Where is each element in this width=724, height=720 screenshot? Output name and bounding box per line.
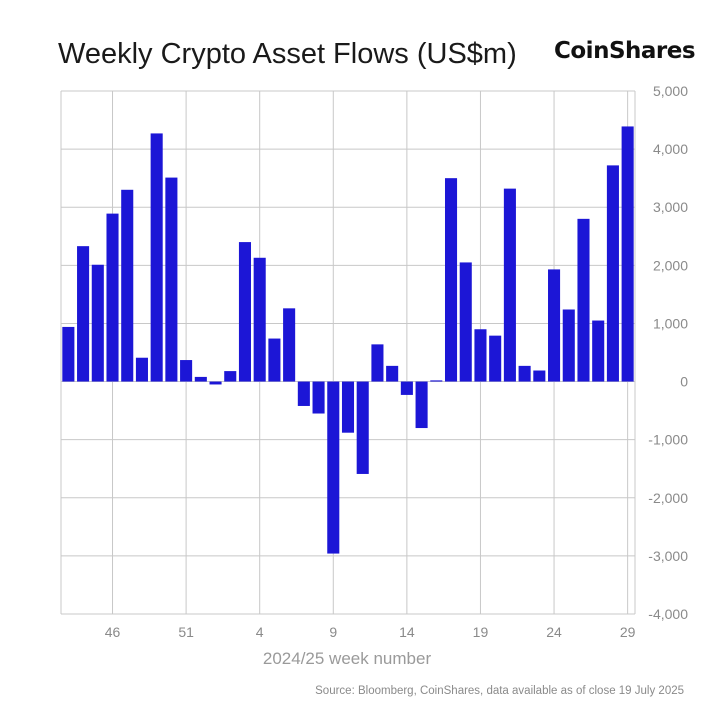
bar-week-44 [77, 246, 90, 382]
y-tick-label: 2,000 [653, 257, 688, 273]
bar-week-2 [224, 371, 237, 382]
chart-title: Weekly Crypto Asset Flows (US$m) [58, 38, 517, 70]
bar-week-9 [327, 381, 340, 554]
bar-week-19 [474, 329, 487, 382]
x-tick-label: 46 [105, 624, 121, 640]
bar-week-18 [459, 262, 472, 382]
bar-week-43 [62, 326, 75, 382]
x-tick-label: 4 [256, 624, 264, 640]
bar-week-11 [356, 381, 369, 474]
bar-week-4 [253, 257, 266, 382]
y-tick-label: 3,000 [653, 199, 688, 215]
coinshares-logo: CoinShares [554, 38, 696, 64]
x-tick-label: 19 [473, 624, 489, 640]
bar-week-49 [150, 133, 163, 382]
bar-week-24 [548, 269, 561, 382]
bar-week-48 [135, 357, 148, 382]
bar-week-10 [341, 381, 355, 433]
x-tick-label: 24 [546, 624, 562, 640]
y-tick-label: 4,000 [653, 141, 688, 157]
bar-week-20 [489, 335, 502, 382]
bar-week-45 [91, 264, 104, 382]
bar-week-3 [238, 242, 252, 382]
bar-week-17 [444, 178, 458, 382]
y-tick-label: -1,000 [648, 432, 688, 448]
y-tick-label: -4,000 [648, 606, 688, 622]
x-tick-label: 29 [620, 624, 636, 640]
y-tick-label: 0 [680, 374, 688, 390]
bar-week-5 [268, 338, 281, 382]
y-tick-label: -3,000 [648, 548, 688, 564]
bar-week-51 [180, 360, 193, 382]
y-tick-label: 5,000 [653, 83, 688, 99]
bar-week-25 [562, 309, 575, 382]
x-axis-tick-labels: 46 51 4 9 14 19 24 29 [105, 624, 636, 640]
bar-week-14 [400, 381, 413, 395]
bar-week-16 [430, 380, 443, 382]
bar-week-23 [533, 370, 546, 382]
bar-week-8 [312, 381, 325, 414]
source-note: Source: Bloomberg, CoinShares, data avai… [315, 685, 684, 697]
bar-week-6 [283, 308, 296, 382]
bar-series [62, 126, 634, 554]
bar-week-46 [106, 213, 119, 382]
bar-week-50 [165, 177, 178, 382]
bar-week-29 [621, 126, 634, 382]
x-tick-label: 14 [399, 624, 415, 640]
y-axis-tick-labels: -4,000 -3,000 -2,000 -1,000 0 1,000 2,000 3,000… [648, 83, 688, 622]
bar-week-15 [415, 381, 428, 429]
x-tick-label: 51 [178, 624, 194, 640]
y-tick-label: -2,000 [648, 490, 688, 506]
x-axis-title: 2024/25 week number [263, 649, 432, 668]
bar-week-21 [503, 188, 516, 382]
bar-week-28 [606, 165, 619, 382]
bar-week-7 [297, 381, 310, 406]
bar-week-1 [209, 381, 222, 385]
bar-week-22 [518, 365, 531, 382]
bar-week-12 [371, 344, 384, 382]
bar-week-26 [577, 218, 590, 382]
x-tick-label: 9 [329, 624, 337, 640]
y-tick-label: 1,000 [653, 315, 688, 331]
bar-week-47 [121, 189, 134, 382]
bar-week-52 [194, 376, 207, 382]
bar-week-27 [592, 320, 605, 382]
bar-week-13 [386, 365, 399, 382]
